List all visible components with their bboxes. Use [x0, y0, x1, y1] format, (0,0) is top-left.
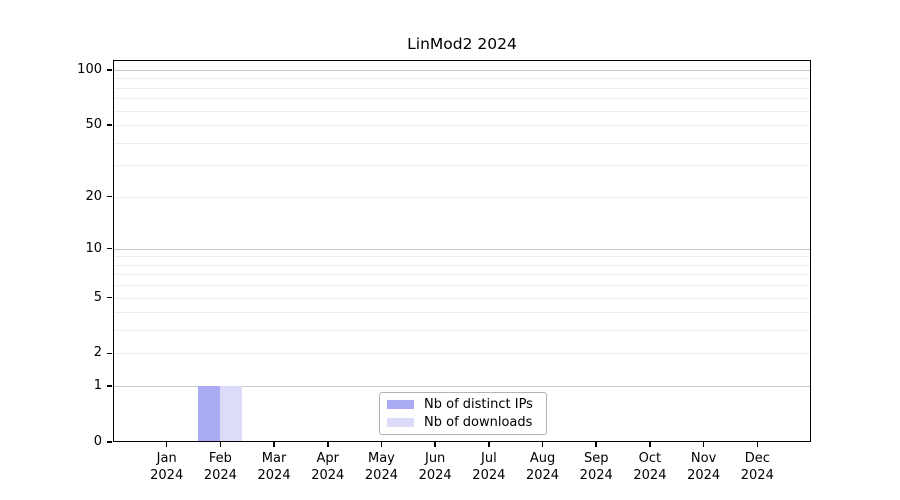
- y-axis-tick: [107, 352, 112, 355]
- legend-swatch-distinct-ips-icon: [387, 399, 414, 409]
- x-axis-tick-label: Sep 2024: [564, 451, 628, 484]
- legend-entry-downloads: Nb of downloads: [387, 415, 546, 430]
- x-axis-tick-label: Jul 2024: [457, 451, 521, 484]
- x-axis-month-label: Apr: [316, 451, 340, 466]
- chart-title: LinMod2 2024: [407, 35, 517, 53]
- y-axis-tick-label: 2: [93, 345, 102, 361]
- x-axis-tick-label: Aug 2024: [511, 451, 575, 484]
- minor-gridline: [113, 274, 811, 276]
- x-axis-year-label: 2024: [472, 467, 506, 483]
- legend-entry-distinct-ips: Nb of distinct IPs: [387, 397, 546, 412]
- x-axis-tick-label: May 2024: [349, 451, 413, 484]
- x-axis-year-label: 2024: [687, 467, 721, 483]
- x-axis-year-label: 2024: [203, 467, 237, 483]
- x-axis-month-label: Mar: [261, 451, 287, 466]
- minor-gridline: [113, 142, 811, 144]
- x-axis-tick: [649, 442, 651, 447]
- x-axis-month-label: Nov: [690, 451, 717, 466]
- y-axis-tick: [107, 195, 112, 198]
- x-axis-tick-label: Nov 2024: [672, 451, 736, 484]
- y-axis-tick-label: 100: [77, 62, 102, 77]
- x-axis-year-label: 2024: [525, 467, 560, 483]
- x-axis-year-label: 2024: [579, 467, 613, 483]
- x-axis-tick: [434, 442, 436, 447]
- minor-gridline: [113, 196, 811, 198]
- x-axis-year-label: 2024: [364, 467, 398, 483]
- x-axis-tick: [380, 442, 383, 447]
- major-gridline: [113, 70, 811, 71]
- x-axis-month-label: Aug: [529, 451, 556, 466]
- minor-gridline: [113, 87, 811, 89]
- x-axis-tick: [595, 442, 597, 447]
- minor-gridline: [113, 330, 811, 332]
- y-axis-tick-label: 5: [93, 289, 102, 305]
- x-axis-month-label: Oct: [638, 451, 662, 466]
- bar-nb-of-distinct-ips: [198, 386, 221, 442]
- minor-gridline: [113, 353, 811, 355]
- plot-area-border: [113, 60, 811, 442]
- minor-gridline: [113, 297, 811, 299]
- x-axis-year-label: 2024: [740, 467, 774, 483]
- y-axis-tick-label: 0: [93, 434, 102, 449]
- y-axis-tick: [107, 296, 112, 299]
- x-axis-tick-label: Feb 2024: [188, 451, 252, 484]
- x-axis-tick: [702, 442, 705, 447]
- x-axis-month-label: Sep: [583, 451, 609, 466]
- y-axis-tick: [107, 441, 112, 443]
- legend-label-downloads: Nb of downloads: [424, 415, 533, 431]
- major-gridline: [113, 248, 811, 250]
- y-axis-tick-label: 10: [85, 240, 102, 256]
- x-axis-month-label: Jan: [156, 451, 177, 466]
- x-axis-tick: [327, 442, 329, 447]
- x-axis-year-label: 2024: [257, 467, 291, 483]
- y-axis-tick: [107, 69, 112, 71]
- x-axis-tick-label: Apr 2024: [296, 451, 360, 484]
- y-axis-tick: [107, 124, 112, 126]
- x-axis-year-label: 2024: [418, 467, 452, 483]
- y-axis-tick: [107, 385, 112, 387]
- minor-gridline: [113, 125, 811, 127]
- y-axis-tick: [107, 247, 112, 250]
- bar-nb-of-downloads: [220, 386, 243, 442]
- minor-gridline: [113, 264, 811, 266]
- legend-swatch-downloads-icon: [387, 418, 414, 428]
- legend: Nb of distinct IPs Nb of downloads: [379, 392, 547, 435]
- minor-gridline: [113, 78, 811, 80]
- x-axis-month-label: Dec: [744, 451, 770, 466]
- x-axis-year-label: 2024: [633, 467, 667, 483]
- x-axis-tick-label: Oct 2024: [618, 451, 682, 484]
- y-axis-tick-label: 20: [85, 188, 102, 204]
- x-axis-tick: [273, 442, 275, 447]
- minor-gridline: [113, 165, 811, 167]
- x-axis-year-label: 2024: [311, 467, 345, 483]
- minor-gridline: [113, 312, 811, 314]
- x-axis-year-label: 2024: [150, 467, 184, 483]
- x-axis-month-label: Jul: [481, 451, 497, 466]
- major-gridline: [113, 386, 811, 388]
- x-axis-month-label: May: [368, 451, 395, 466]
- x-axis-month-label: Jun: [424, 451, 446, 466]
- y-axis-tick-label: 1: [93, 378, 102, 394]
- x-axis-tick-label: Jun 2024: [403, 451, 467, 484]
- minor-gridline: [113, 285, 811, 287]
- legend-label-distinct-ips: Nb of distinct IPs: [424, 396, 533, 412]
- x-axis-tick-label: Mar 2024: [242, 451, 306, 484]
- x-axis-month-label: Feb: [208, 451, 232, 466]
- minor-gridline: [113, 98, 811, 100]
- x-axis-tick: [488, 442, 490, 447]
- x-axis-tick: [219, 442, 222, 447]
- x-axis-tick-label: Dec 2024: [725, 451, 789, 484]
- x-axis-tick: [165, 442, 168, 447]
- minor-gridline: [113, 256, 811, 258]
- y-axis-tick-label: 50: [85, 117, 102, 133]
- x-axis-tick-label: Jan 2024: [135, 451, 199, 484]
- x-axis-tick: [756, 442, 759, 447]
- minor-gridline: [113, 110, 811, 112]
- x-axis-tick: [541, 442, 544, 447]
